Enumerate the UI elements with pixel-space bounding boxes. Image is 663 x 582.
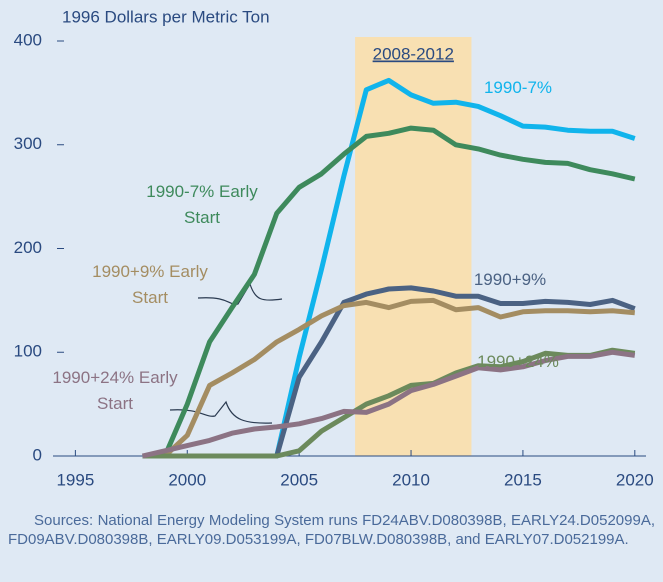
y-tick-label: 100 <box>14 342 42 361</box>
x-tick-label: 2015 <box>504 470 542 489</box>
series-line <box>142 125 636 459</box>
leader-line <box>169 400 273 424</box>
series-label: 1990+24% <box>477 352 559 371</box>
series-label: 1990-7% Early Start <box>146 182 258 227</box>
y-tick-label: 200 <box>14 238 42 257</box>
x-tick-label: 1995 <box>56 470 94 489</box>
series-label: 1990+24% Early Start <box>52 368 178 413</box>
x-tick-label: 2010 <box>392 470 430 489</box>
highlight-label: 2008-2012 <box>373 44 454 63</box>
series-label: 1990+9% <box>473 270 547 289</box>
series-label: 1990-7% <box>483 78 553 97</box>
series-line <box>142 297 636 459</box>
plot: 1996 Dollars per Metric Ton 2008-2012 0 10… <box>14 7 654 489</box>
series-line <box>141 349 636 459</box>
series-line <box>142 347 636 459</box>
series-label: 1990+9% Early Start <box>92 262 208 307</box>
x-tick-label: 2020 <box>616 470 654 489</box>
x-tick-label: 2000 <box>168 470 206 489</box>
y-tick-label: 400 <box>14 30 42 49</box>
x-tick-label: 2005 <box>280 470 318 489</box>
source-note: Sources: National Energy Modeling System… <box>8 512 655 548</box>
y-axis-label: 1996 Dollars per Metric Ton <box>62 7 270 26</box>
y-tick-label: 0 <box>33 445 42 464</box>
y-tick-label: 300 <box>14 134 42 153</box>
